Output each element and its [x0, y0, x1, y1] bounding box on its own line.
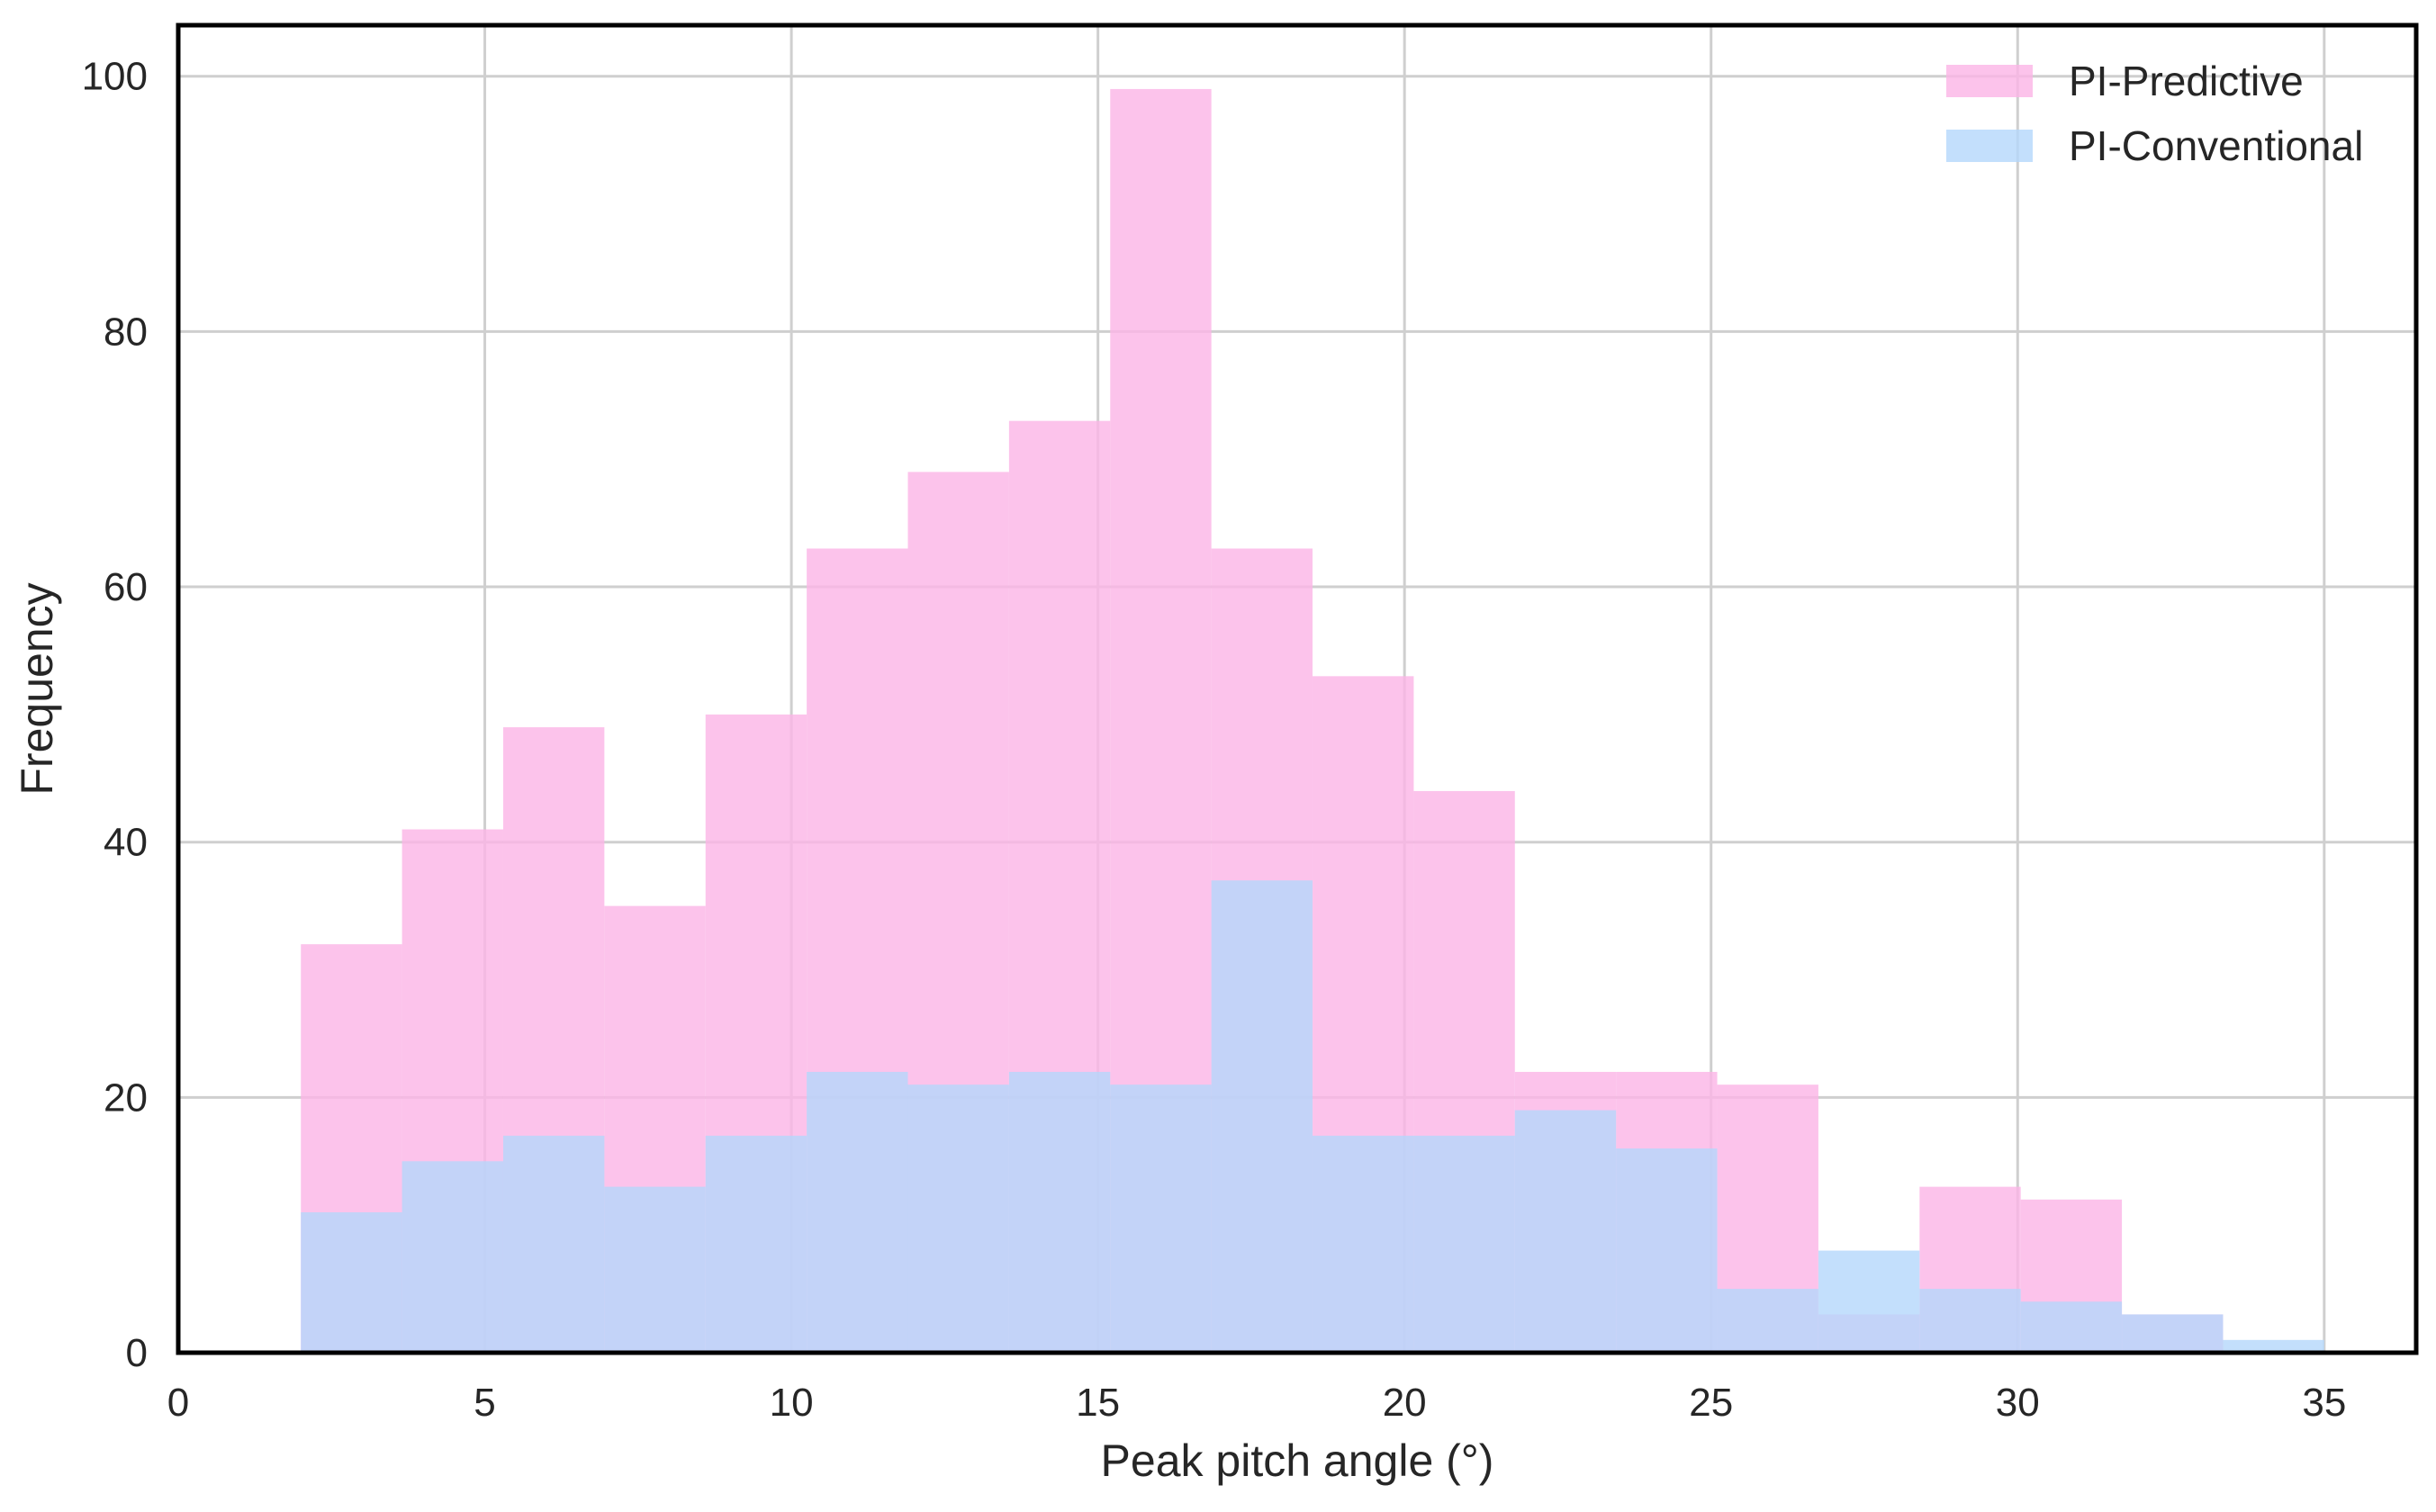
legend-item: PI-Conventional	[1946, 122, 2363, 169]
histogram-bar	[2122, 1314, 2224, 1353]
plot-frame	[176, 22, 2419, 1355]
histogram-bar	[1717, 1289, 1818, 1353]
histogram-bar	[2020, 1301, 2123, 1353]
histogram-bar	[1413, 1135, 1515, 1353]
legend: PI-Predictive PI-Conventional	[1946, 58, 2363, 169]
x-tick-label: 10	[770, 1381, 814, 1425]
x-tick-label: 35	[2302, 1381, 2346, 1425]
y-tick-label: 20	[104, 1076, 148, 1120]
x-tick-label: 25	[1689, 1381, 1733, 1425]
y-tick-label: 100	[82, 55, 148, 99]
y-tick-label: 80	[104, 310, 148, 354]
series-1-bars	[301, 880, 2324, 1353]
x-tick-label: 5	[474, 1381, 495, 1425]
histogram-bar	[1514, 1110, 1617, 1353]
histogram-bar	[807, 1071, 908, 1353]
histogram-bar	[1818, 1250, 1920, 1353]
histogram-bar	[907, 1084, 1009, 1353]
histogram-bar	[705, 1135, 807, 1353]
legend-label: PI-Predictive	[2069, 58, 2304, 104]
y-tick-label: 0	[126, 1331, 148, 1375]
histogram-bar	[1313, 1135, 1414, 1353]
legend-swatch	[1946, 130, 2033, 162]
x-axis-ticks: 0 5 10 15 20 25 30 35	[167, 1381, 2347, 1425]
x-axis-label: Peak pitch angle (°)	[1101, 1436, 1494, 1486]
histogram-bar	[604, 1186, 706, 1353]
histogram-bar	[301, 1211, 402, 1353]
histogram-bar	[1919, 1289, 2021, 1353]
histogram-bar	[1616, 1148, 1718, 1353]
histogram-bar	[1110, 1084, 1212, 1353]
legend-label: PI-Conventional	[2069, 122, 2363, 169]
legend-item: PI-Predictive	[1946, 58, 2304, 104]
histogram-bar	[1211, 880, 1313, 1353]
histogram-bars	[301, 88, 2324, 1354]
histogram-bar	[401, 1161, 503, 1353]
histogram-bar	[2223, 1339, 2324, 1353]
x-tick-label: 15	[1076, 1381, 1120, 1425]
y-axis-ticks: 0 20 40 60 80 100	[82, 55, 148, 1375]
y-tick-label: 60	[104, 565, 148, 609]
histogram-bar	[502, 1135, 605, 1353]
histogram-bar	[1008, 1071, 1111, 1353]
x-tick-label: 30	[1996, 1381, 2040, 1425]
legend-swatch	[1946, 65, 2033, 97]
y-tick-label: 40	[104, 821, 148, 865]
x-tick-label: 20	[1383, 1381, 1427, 1425]
x-tick-label: 0	[167, 1381, 189, 1425]
y-axis-label: Frequency	[12, 582, 62, 795]
